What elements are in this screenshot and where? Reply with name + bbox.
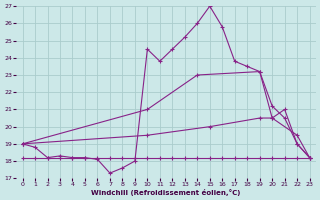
X-axis label: Windchill (Refroidissement éolien,°C): Windchill (Refroidissement éolien,°C) [92, 189, 241, 196]
